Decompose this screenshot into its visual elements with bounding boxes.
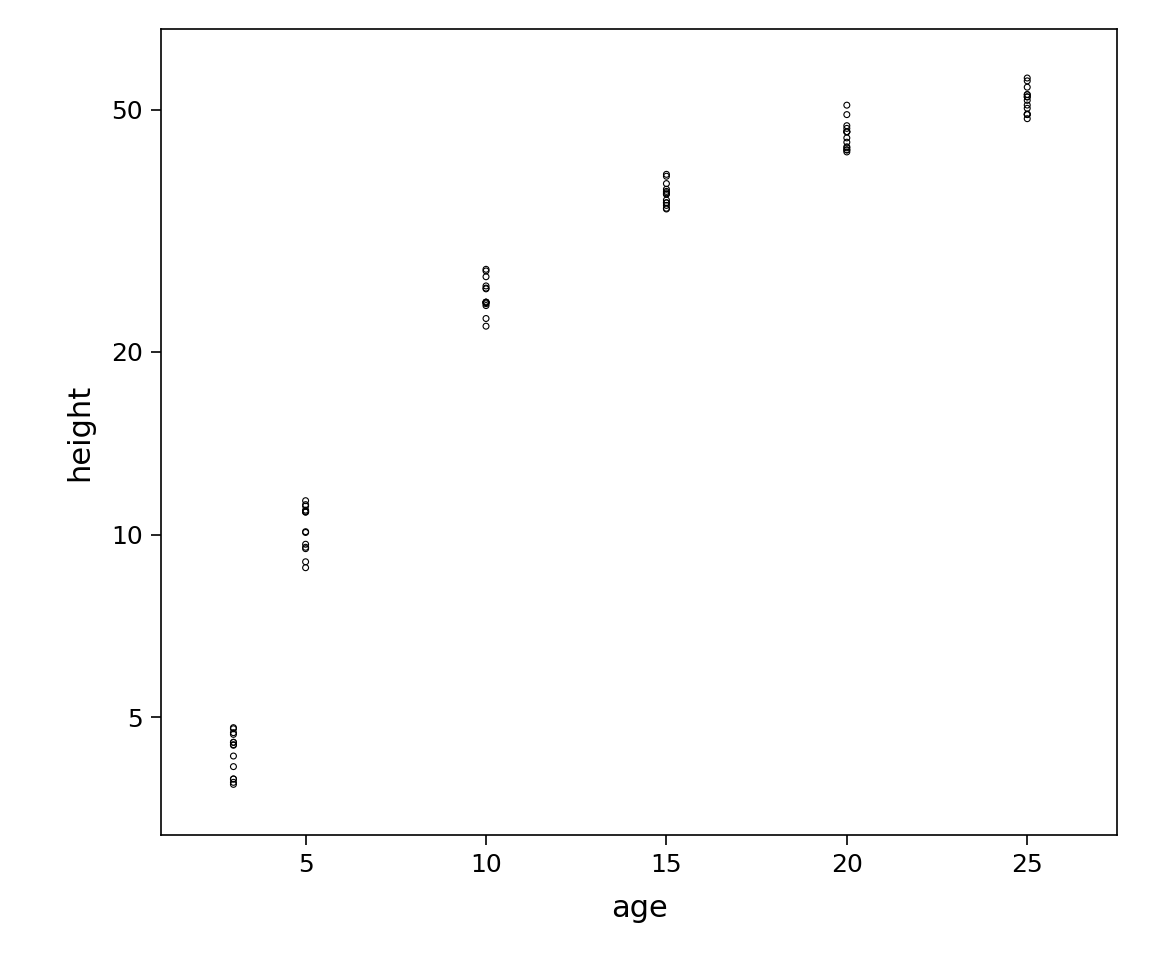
Point	[657, 198, 675, 213]
Point	[838, 124, 856, 139]
Point	[477, 298, 495, 313]
Point	[1018, 73, 1037, 88]
Point	[657, 169, 675, 184]
Point	[1018, 111, 1037, 127]
Point	[296, 540, 314, 555]
Point	[1018, 87, 1037, 103]
Point	[225, 737, 243, 753]
Point	[296, 541, 314, 557]
Point	[657, 195, 675, 210]
Point	[1018, 107, 1037, 122]
Point	[296, 554, 314, 569]
Point	[657, 192, 675, 207]
Point	[477, 269, 495, 284]
Point	[657, 181, 675, 197]
Point	[1018, 87, 1037, 103]
Point	[657, 186, 675, 202]
Point	[225, 727, 243, 742]
Point	[225, 720, 243, 735]
Point	[477, 311, 495, 326]
Point	[296, 493, 314, 509]
Point	[838, 118, 856, 133]
Point	[296, 504, 314, 519]
Point	[296, 525, 314, 540]
X-axis label: age: age	[611, 894, 668, 923]
Point	[838, 107, 856, 122]
Point	[296, 504, 314, 519]
Point	[296, 504, 314, 519]
Point	[296, 524, 314, 540]
Point	[225, 721, 243, 736]
Point	[225, 771, 243, 786]
Point	[838, 139, 856, 155]
Point	[1018, 97, 1037, 112]
Point	[657, 167, 675, 182]
Point	[225, 777, 243, 792]
Point	[477, 281, 495, 297]
Point	[296, 498, 314, 514]
Point	[657, 176, 675, 191]
Point	[838, 121, 856, 136]
Point	[657, 195, 675, 210]
Point	[477, 296, 495, 311]
Point	[225, 759, 243, 775]
Point	[1018, 107, 1037, 122]
Point	[296, 537, 314, 552]
Point	[838, 134, 856, 150]
Point	[1018, 80, 1037, 95]
Point	[477, 278, 495, 294]
Point	[477, 263, 495, 278]
Point	[838, 124, 856, 139]
Point	[838, 140, 856, 156]
Point	[477, 280, 495, 296]
Y-axis label: height: height	[66, 383, 94, 481]
Point	[225, 737, 243, 753]
Point	[225, 749, 243, 764]
Point	[477, 295, 495, 310]
Point	[296, 502, 314, 517]
Point	[477, 319, 495, 334]
Point	[1018, 70, 1037, 85]
Point	[1018, 89, 1037, 105]
Point	[1018, 107, 1037, 122]
Point	[1018, 89, 1037, 105]
Point	[477, 295, 495, 310]
Point	[477, 262, 495, 277]
Point	[1018, 93, 1037, 108]
Point	[657, 185, 675, 201]
Point	[838, 144, 856, 159]
Point	[657, 186, 675, 202]
Point	[657, 183, 675, 199]
Point	[657, 202, 675, 217]
Point	[296, 560, 314, 575]
Point	[225, 775, 243, 790]
Point	[477, 295, 495, 310]
Point	[477, 295, 495, 310]
Point	[225, 734, 243, 750]
Point	[838, 98, 856, 113]
Point	[1018, 101, 1037, 116]
Point	[225, 771, 243, 786]
Point	[838, 142, 856, 157]
Point	[838, 142, 856, 157]
Point	[225, 725, 243, 740]
Point	[657, 201, 675, 216]
Point	[225, 734, 243, 750]
Point	[838, 124, 856, 139]
Point	[296, 497, 314, 513]
Point	[838, 131, 856, 146]
